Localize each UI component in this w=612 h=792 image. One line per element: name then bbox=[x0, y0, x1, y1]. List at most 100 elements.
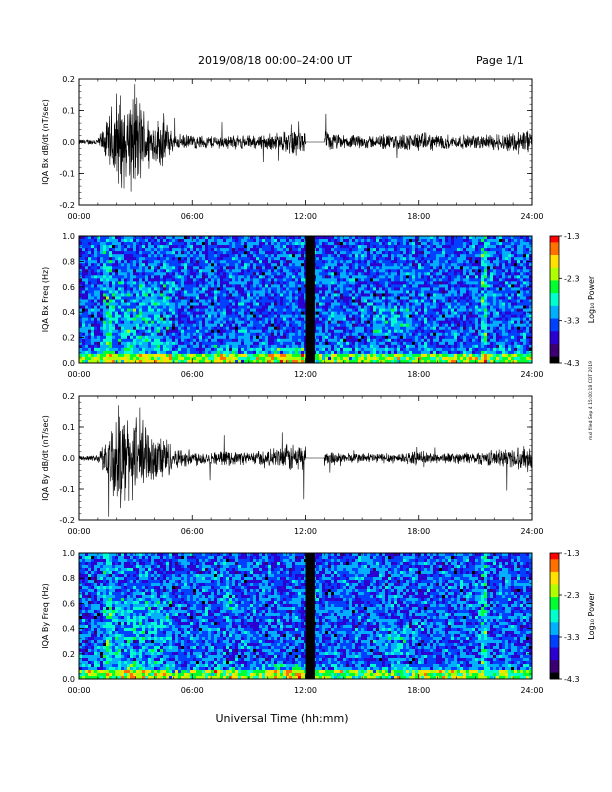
spectrogram-cell bbox=[241, 248, 245, 252]
spectrogram-cell bbox=[142, 356, 146, 361]
spectrogram-cell bbox=[253, 320, 257, 324]
spectrogram-cell bbox=[286, 323, 290, 328]
spectrogram-cell bbox=[328, 329, 332, 334]
spectrogram-cell bbox=[244, 257, 248, 261]
spectrogram-cell bbox=[151, 248, 155, 252]
spectrogram-cell bbox=[331, 308, 335, 312]
spectrogram-cell bbox=[94, 344, 98, 349]
spectrogram-cell bbox=[349, 239, 353, 243]
spectrogram-cell bbox=[403, 353, 407, 358]
spectrogram-cell bbox=[238, 326, 242, 331]
spectrogram-cell bbox=[175, 239, 179, 243]
spectrogram-cell bbox=[334, 335, 338, 340]
spectrogram-cell bbox=[109, 269, 113, 273]
spectrogram-cell bbox=[370, 314, 374, 318]
spectrogram-cell bbox=[193, 242, 197, 246]
spectrogram-cell bbox=[268, 302, 272, 306]
spectrogram-cell bbox=[118, 302, 122, 306]
spectrogram-cell bbox=[295, 236, 299, 240]
spectrogram-cell bbox=[292, 257, 296, 261]
spectrogram-cell bbox=[106, 338, 110, 343]
spectrogram-cell bbox=[253, 284, 257, 288]
spectrogram-cell bbox=[325, 356, 329, 361]
spectrogram-cell bbox=[298, 278, 302, 282]
spectrogram-cell bbox=[115, 320, 119, 324]
spectrogram-cell bbox=[388, 332, 392, 337]
spectrogram-cell bbox=[172, 296, 176, 300]
spectrogram-cell bbox=[133, 317, 137, 321]
spectrogram-cell bbox=[133, 290, 137, 294]
spectrogram-cell bbox=[346, 359, 350, 364]
spectrogram-cell bbox=[295, 260, 299, 264]
spectrogram-cell bbox=[121, 320, 125, 324]
spectrogram-cell bbox=[163, 344, 167, 349]
spectrogram-cell bbox=[130, 323, 134, 328]
spectrogram-cell bbox=[217, 245, 221, 249]
spectrogram-cell bbox=[397, 344, 401, 349]
spectrogram-cell bbox=[361, 338, 365, 343]
spectrogram-cell bbox=[385, 272, 389, 276]
spectrogram-cell bbox=[79, 314, 83, 318]
spectrogram-cell bbox=[160, 356, 164, 361]
spectrogram-cell bbox=[253, 305, 257, 309]
spectrogram-cell bbox=[382, 302, 386, 306]
spectrogram-cell bbox=[235, 284, 239, 288]
spectrogram-cell bbox=[229, 302, 233, 306]
spectrogram-cell bbox=[403, 290, 407, 294]
spectrogram-cell bbox=[373, 332, 377, 337]
spectrogram-cell bbox=[220, 350, 224, 355]
spectrogram-cell bbox=[163, 257, 167, 261]
figure-title: 2019/08/18 00:00–24:00 UT bbox=[198, 54, 352, 67]
spectrogram-cell bbox=[235, 344, 239, 349]
spectrogram-cell bbox=[94, 305, 98, 309]
spectrogram-cell bbox=[223, 341, 227, 346]
spectrogram-cell bbox=[133, 338, 137, 343]
spectrogram-cell bbox=[346, 260, 350, 264]
spectrogram-cell bbox=[190, 329, 194, 334]
spectrogram-cell bbox=[316, 356, 320, 361]
spectrogram-cell bbox=[193, 293, 197, 297]
spectrogram-cell bbox=[130, 347, 134, 352]
spectrogram-cell bbox=[274, 245, 278, 249]
spectrogram-cell bbox=[112, 242, 116, 246]
spectrogram-cell bbox=[85, 284, 89, 288]
spectrogram-cell bbox=[265, 296, 269, 300]
spectrogram-cell bbox=[244, 326, 248, 331]
spectrogram-cell bbox=[130, 266, 134, 270]
spectrogram-cell bbox=[121, 281, 125, 285]
spectrogram-cell bbox=[349, 293, 353, 297]
spectrogram-cell bbox=[388, 269, 392, 273]
spectrogram-cell bbox=[346, 311, 350, 315]
spectrogram-cell bbox=[403, 242, 407, 246]
spectrogram-cell bbox=[274, 323, 278, 328]
spectrogram-cell bbox=[250, 299, 254, 303]
spectrogram-cell bbox=[124, 320, 128, 324]
spectrogram-cell bbox=[379, 335, 383, 340]
spectrogram-cell bbox=[400, 290, 404, 294]
spectrogram-cell bbox=[322, 329, 326, 334]
spectrogram-cell bbox=[253, 239, 257, 243]
spectrogram-cell bbox=[85, 263, 89, 267]
spectrogram-cell bbox=[409, 341, 413, 346]
spectrogram-cell bbox=[259, 305, 263, 309]
spectrogram-cell bbox=[214, 269, 218, 273]
spectrogram-cell bbox=[256, 305, 260, 309]
spectrogram-cell bbox=[115, 311, 119, 315]
spectrogram-cell bbox=[286, 350, 290, 355]
spectrogram-cell bbox=[178, 359, 182, 364]
spectrogram-cell bbox=[361, 266, 365, 270]
spectrogram-cell bbox=[238, 269, 242, 273]
spectrogram-cell bbox=[343, 305, 347, 309]
spectrogram-cell bbox=[172, 239, 176, 243]
spectrogram-cell bbox=[418, 326, 422, 331]
spectrogram-cell bbox=[208, 272, 212, 276]
spectrogram-cell bbox=[193, 251, 197, 255]
spectrogram-cell bbox=[133, 275, 137, 279]
spectrogram-cell bbox=[142, 239, 146, 243]
spectrogram-cell bbox=[286, 260, 290, 264]
spectrogram-cell bbox=[268, 269, 272, 273]
spectrogram-cell bbox=[142, 296, 146, 300]
spectrogram-cell bbox=[127, 320, 131, 324]
spectrogram-cell bbox=[91, 266, 95, 270]
spectrogram-cell bbox=[88, 245, 92, 249]
